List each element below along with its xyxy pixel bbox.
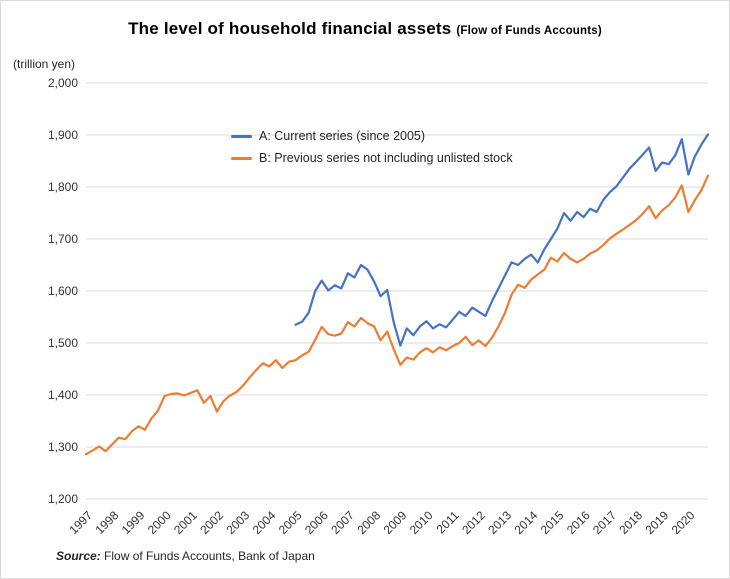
legend-label-a: A: Current series (since 2005)	[259, 129, 426, 143]
x-tick-label: 2002	[197, 508, 226, 537]
source-text: Flow of Funds Accounts, Bank of Japan	[100, 549, 315, 563]
series-b-line	[84, 174, 710, 456]
y-tick-label: 2,000	[48, 76, 78, 90]
y-tick-label: 1,700	[48, 232, 78, 246]
x-tick-label: 2005	[276, 508, 305, 537]
x-tick-label: 1999	[119, 508, 148, 537]
legend-item-b: B: Previous series not including unliste…	[231, 147, 513, 169]
x-tick-label: 2013	[485, 508, 514, 537]
x-tick-label: 2014	[512, 508, 541, 537]
x-tick-label: 2012	[459, 508, 488, 537]
x-tick-label: 1998	[93, 508, 122, 537]
x-tick-label: 2016	[564, 508, 593, 537]
x-tick-label: 2011	[434, 508, 462, 536]
x-tick-label: 2003	[223, 508, 252, 537]
x-tick-label: 2000	[145, 508, 174, 537]
x-tick-label: 2015	[538, 508, 567, 537]
x-tick-label: 2001	[171, 508, 200, 537]
y-tick-label: 1,600	[48, 284, 78, 298]
legend: A: Current series (since 2005) B: Previo…	[231, 125, 513, 169]
x-tick-label: 2008	[354, 508, 383, 537]
x-tick-label: 2019	[643, 508, 672, 537]
chart-title-text: The level of household financial assets	[128, 19, 452, 38]
y-tick-label: 1,200	[48, 492, 78, 506]
x-tick-label: 2004	[250, 508, 279, 537]
x-tick-label: 2017	[590, 508, 619, 537]
x-tick-label: 1997	[66, 508, 95, 537]
legend-item-a: A: Current series (since 2005)	[231, 125, 513, 147]
x-tick-label: 2018	[616, 508, 645, 537]
x-tick-label: 2007	[328, 508, 357, 537]
x-tick-label: 2020	[669, 508, 698, 537]
y-tick-label: 1,800	[48, 180, 78, 194]
y-tick-label: 1,500	[48, 336, 78, 350]
y-tick-label: 1,900	[48, 128, 78, 142]
y-axis-unit-label: (trillion yen)	[13, 57, 76, 71]
series-a-line	[294, 133, 710, 347]
legend-line-b-icon	[231, 156, 252, 160]
source-note: Source: Flow of Funds Accounts, Bank of …	[56, 549, 315, 563]
chart-title-subtext: (Flow of Funds Accounts)	[456, 25, 602, 37]
legend-label-b: B: Previous series not including unliste…	[259, 151, 513, 165]
y-tick-label: 1,300	[48, 440, 78, 454]
x-tick-label: 2009	[381, 508, 410, 537]
x-tick-label: 2010	[407, 508, 436, 537]
x-tick-label: 2006	[302, 508, 331, 537]
source-label: Source:	[56, 549, 101, 563]
chart-title: The level of household financial assets …	[1, 19, 729, 39]
y-tick-label: 1,400	[48, 388, 78, 402]
legend-line-a-icon	[231, 134, 252, 138]
